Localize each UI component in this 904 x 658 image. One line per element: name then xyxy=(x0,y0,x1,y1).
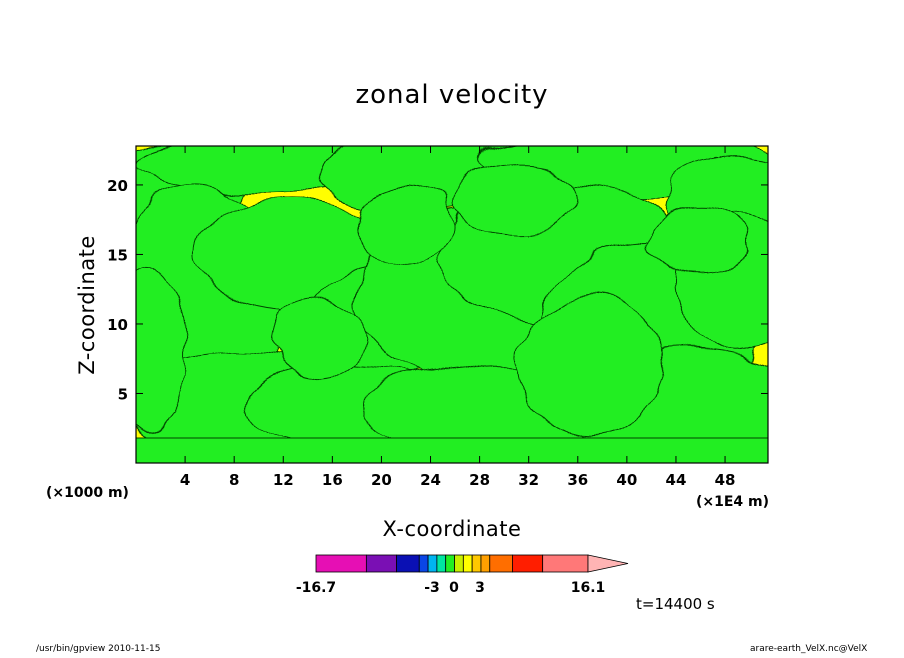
x-tick-label: 4 xyxy=(180,471,190,489)
colorbar-label: -3 xyxy=(424,580,440,596)
colorbar: -16.7 -3 0 3 16.1 xyxy=(296,554,629,596)
colorbar-swatch xyxy=(396,554,420,573)
y-tick-label: 5 xyxy=(118,385,128,403)
negative-region xyxy=(650,205,751,276)
colorbar-swatch xyxy=(471,554,482,573)
colorbar-swatch xyxy=(542,554,589,573)
colorbar-swatch xyxy=(454,554,464,573)
negative-region xyxy=(515,295,665,436)
colorbar-swatch xyxy=(427,554,438,573)
time-label: t=14400 s xyxy=(636,595,715,613)
y-tick-label: 15 xyxy=(107,246,128,264)
x-tick-label: 32 xyxy=(518,471,539,489)
x-tick-label: 8 xyxy=(229,471,239,489)
colorbar-label: 3 xyxy=(475,580,485,596)
footer-right: arare-earth_VelX.nc@VelX xyxy=(750,644,867,654)
y-axis-title: Z-coordinate xyxy=(75,235,99,375)
x-axis: 4 8 12 16 20 24 28 32 36 40 44 48 xyxy=(180,146,736,489)
negative-region xyxy=(270,295,370,381)
surface-band xyxy=(136,437,768,463)
colorbar-label: 0 xyxy=(449,580,459,596)
x-axis-title: X-coordinate xyxy=(383,517,522,541)
colorbar-label: -16.7 xyxy=(296,580,336,596)
y-unit-label: (×1000 m) xyxy=(46,485,129,501)
y-tick-label: 20 xyxy=(107,177,128,195)
x-tick-label: 20 xyxy=(371,471,392,489)
negative-regions xyxy=(136,146,768,463)
colorbar-swatch xyxy=(418,554,429,573)
footer-left: /usr/bin/gpview 2010-11-15 xyxy=(36,644,160,654)
y-axis: 5 10 15 20 xyxy=(107,177,768,403)
x-tick-label: 44 xyxy=(666,471,687,489)
plot-frame xyxy=(135,145,769,464)
colorbar-swatch xyxy=(315,554,367,573)
x-unit-label: (×1E4 m) xyxy=(696,494,769,510)
x-tick-label: 28 xyxy=(469,471,490,489)
y-tick-label: 10 xyxy=(107,316,128,334)
velocity-field xyxy=(136,146,768,463)
colorbar-swatch xyxy=(462,554,473,573)
colorbar-swatch xyxy=(512,554,544,573)
colorbar-swatch xyxy=(365,554,397,573)
x-tick-label: 16 xyxy=(322,471,343,489)
x-tick-label: 40 xyxy=(616,471,637,489)
colorbar-swatch xyxy=(436,554,447,573)
chart-title: zonal velocity xyxy=(355,80,548,110)
plot-area xyxy=(135,145,769,464)
colorbar-swatch xyxy=(489,554,513,573)
colorbar-swatch xyxy=(445,554,455,573)
negative-region xyxy=(356,184,456,269)
x-tick-label: 24 xyxy=(420,471,441,489)
colorbar-swatch xyxy=(480,554,491,573)
x-tick-label: 36 xyxy=(567,471,588,489)
colorbar-label: 16.1 xyxy=(571,580,606,596)
negative-region xyxy=(454,163,579,235)
colorbar-extend-arrow xyxy=(587,554,629,573)
negative-region xyxy=(136,267,186,436)
x-tick-label: 48 xyxy=(715,471,736,489)
x-tick-label: 12 xyxy=(273,471,294,489)
